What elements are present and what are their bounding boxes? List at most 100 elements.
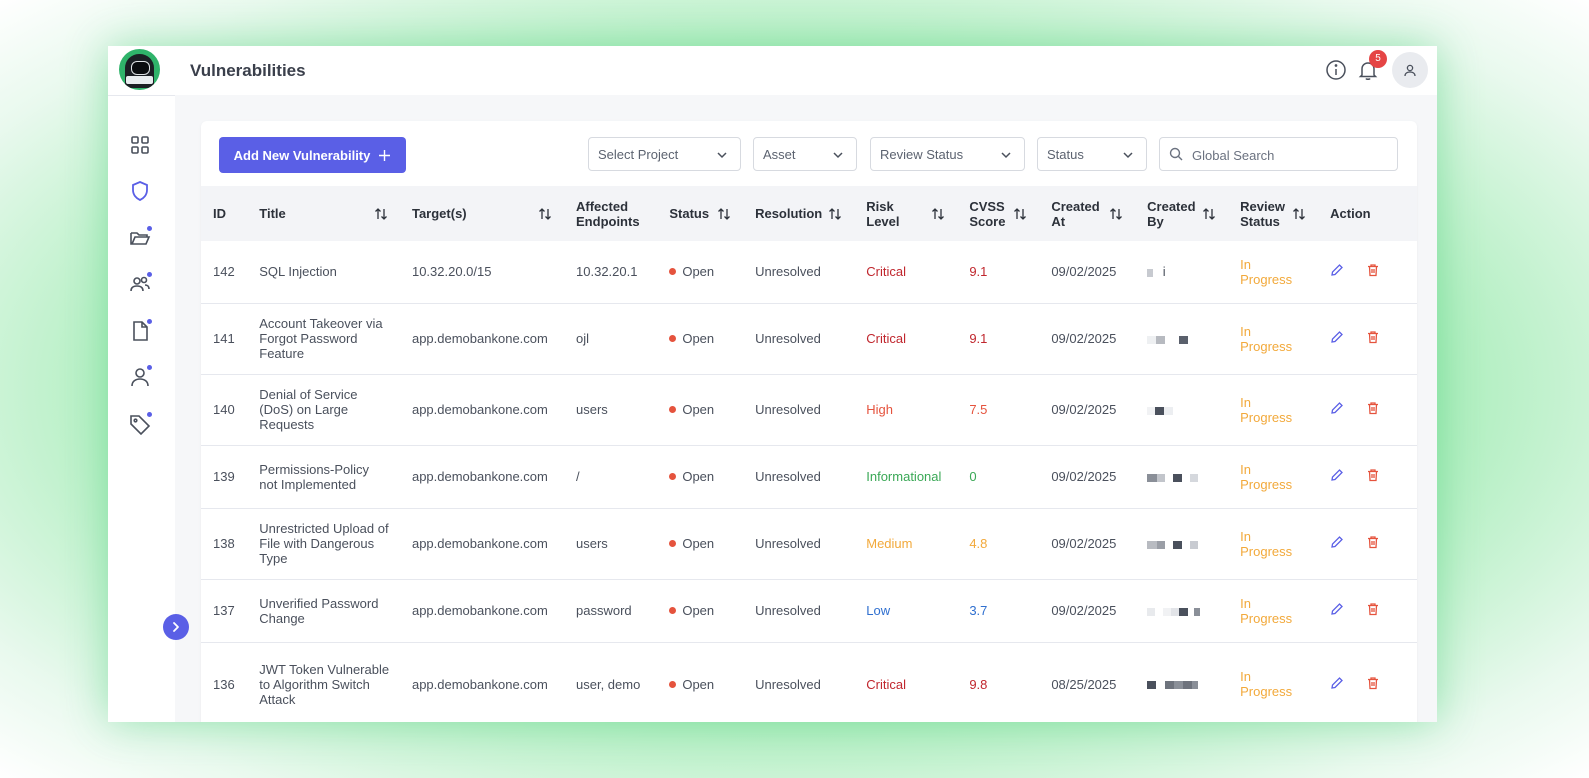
table-row[interactable]: 142 SQL Injection 10.32.20.0/15 10.32.20… xyxy=(201,241,1417,304)
expand-sidebar-button[interactable] xyxy=(163,614,189,640)
grid-icon[interactable] xyxy=(128,133,152,157)
add-vulnerability-button[interactable]: Add New Vulnerability xyxy=(219,137,406,173)
cell-title[interactable]: Denial of Service (DoS) on Large Request… xyxy=(247,374,400,446)
users-icon[interactable] xyxy=(128,272,152,296)
cell-title[interactable]: Permissions-Policy not Implemented xyxy=(247,445,400,509)
column-header-created-by[interactable]: Created By xyxy=(1135,186,1229,241)
cell-id: 139 xyxy=(201,445,248,509)
cell-title[interactable]: SQL Injection xyxy=(247,241,400,304)
edit-icon[interactable] xyxy=(1330,602,1344,616)
delete-icon[interactable] xyxy=(1366,330,1380,344)
cell-id-text: 139 xyxy=(213,469,235,484)
table-row[interactable]: 137 Unverified Password Change app.demob… xyxy=(201,579,1417,643)
document-icon[interactable] xyxy=(128,319,152,343)
cell-id: 136 xyxy=(201,642,248,722)
cell-created-at-text: 09/02/2025 xyxy=(1051,603,1117,618)
cell-endpoints: 10.32.20.1 xyxy=(564,241,658,304)
cell-risk-text: Critical xyxy=(866,264,906,280)
cell-title[interactable]: JWT Token Vulnerable to Algorithm Switch… xyxy=(247,642,400,722)
sort-icon xyxy=(1014,207,1027,220)
sort-icon xyxy=(829,207,842,220)
cell-risk-text: Informational xyxy=(866,469,942,484)
edit-icon[interactable] xyxy=(1330,535,1344,549)
select-project-dropdown[interactable]: Select Project xyxy=(588,137,741,171)
column-header-resolution[interactable]: Resolution xyxy=(743,186,855,241)
edit-icon[interactable] xyxy=(1330,263,1344,277)
status-dot xyxy=(669,268,677,276)
cell-created-by xyxy=(1135,508,1229,580)
cell-id-text: 136 xyxy=(213,676,235,692)
table-row[interactable]: 136 JWT Token Vulnerable to Algorithm Sw… xyxy=(201,642,1417,722)
cell-created-by-extra-text: i xyxy=(1162,264,1166,280)
cell-title-text: Denial of Service (DoS) on Large Request… xyxy=(259,387,358,432)
cell-review-status: In Progress xyxy=(1228,303,1319,375)
cell-title[interactable]: Unverified Password Change xyxy=(247,579,400,643)
redacted-pixel xyxy=(1174,681,1184,690)
user-icon[interactable] xyxy=(128,365,152,389)
column-header-cvss[interactable]: CVSS Score xyxy=(957,186,1040,241)
sort-icon xyxy=(1203,207,1216,220)
column-header-targets[interactable]: Target(s) xyxy=(399,186,565,241)
cell-id: 137 xyxy=(201,579,248,643)
app-logo[interactable] xyxy=(119,49,160,90)
delete-icon[interactable] xyxy=(1366,401,1380,415)
cell-resolution: Unresolved xyxy=(743,579,855,643)
notification-badge: 5 xyxy=(1369,50,1387,68)
bell-icon[interactable] xyxy=(1357,59,1379,81)
cell-cvss: 9.1 xyxy=(957,241,1040,304)
user-avatar-icon[interactable] xyxy=(1392,52,1428,88)
edit-icon[interactable] xyxy=(1330,330,1344,344)
column-header-title[interactable]: Title xyxy=(247,186,400,241)
edit-icon[interactable] xyxy=(1330,468,1344,482)
table-row[interactable]: 138 Unrestricted Upload of File with Dan… xyxy=(201,508,1417,580)
cell-resolution: Unresolved xyxy=(743,303,855,375)
global-search-input[interactable] xyxy=(1190,145,1384,165)
plus-icon xyxy=(379,149,391,161)
column-header-review-status[interactable]: Review Status xyxy=(1228,186,1319,241)
cell-title[interactable]: Unrestricted Upload of File with Dangero… xyxy=(247,508,400,580)
cell-action xyxy=(1318,241,1417,304)
delete-icon[interactable] xyxy=(1366,263,1380,277)
column-header-risk-level[interactable]: Risk Level xyxy=(854,186,958,241)
delete-icon[interactable] xyxy=(1366,468,1380,482)
delete-icon[interactable] xyxy=(1366,535,1380,549)
folder-icon[interactable] xyxy=(128,226,152,250)
redacted-pixel xyxy=(1173,540,1183,549)
cell-status-text: Open xyxy=(682,331,715,346)
cell-action xyxy=(1318,642,1417,722)
cell-endpoints-text: 10.32.20.1 xyxy=(576,264,638,280)
column-header-created-at[interactable]: Created At xyxy=(1039,186,1136,241)
cell-review-text: In Progress xyxy=(1240,528,1293,559)
cell-created-at: 09/02/2025 xyxy=(1039,303,1136,375)
delete-icon[interactable] xyxy=(1366,676,1380,690)
tag-icon[interactable] xyxy=(128,412,152,436)
cell-status-text: Open xyxy=(682,536,715,551)
table-row[interactable]: 140 Denial of Service (DoS) on Large Req… xyxy=(201,374,1417,446)
main-content: Add New Vulnerability Select Project Ass… xyxy=(175,95,1437,722)
cell-resolution: Unresolved xyxy=(743,642,855,722)
cell-created-by: i xyxy=(1135,241,1229,304)
cell-status: Open xyxy=(657,303,744,375)
sort-icon xyxy=(375,207,387,220)
cell-title[interactable]: Account Takeover via Forgot Password Fea… xyxy=(247,303,400,375)
global-search[interactable] xyxy=(1159,137,1398,171)
table-row[interactable]: 141 Account Takeover via Forgot Password… xyxy=(201,303,1417,375)
asset-dropdown[interactable]: Asset xyxy=(753,137,857,171)
cell-cvss-text: 0 xyxy=(969,469,977,484)
sort-icon xyxy=(1110,207,1123,220)
shield-icon[interactable] xyxy=(128,179,152,203)
edit-icon[interactable] xyxy=(1330,676,1344,690)
review-status-dropdown[interactable]: Review Status xyxy=(870,137,1025,171)
table-row[interactable]: 139 Permissions-Policy not Implemented a… xyxy=(201,445,1417,509)
cell-review-text: In Progress xyxy=(1240,256,1293,287)
cell-created-at-text: 09/02/2025 xyxy=(1051,402,1117,417)
cell-title-text: JWT Token Vulnerable to Algorithm Switch… xyxy=(259,661,390,707)
cell-endpoints: / xyxy=(564,445,658,509)
status-dropdown[interactable]: Status xyxy=(1037,137,1147,171)
column-header-status[interactable]: Status xyxy=(657,186,744,241)
delete-icon[interactable] xyxy=(1366,602,1380,616)
status-dot xyxy=(669,335,677,342)
info-icon[interactable] xyxy=(1325,59,1347,81)
cell-review-status: In Progress xyxy=(1228,445,1319,509)
edit-icon[interactable] xyxy=(1330,401,1344,415)
